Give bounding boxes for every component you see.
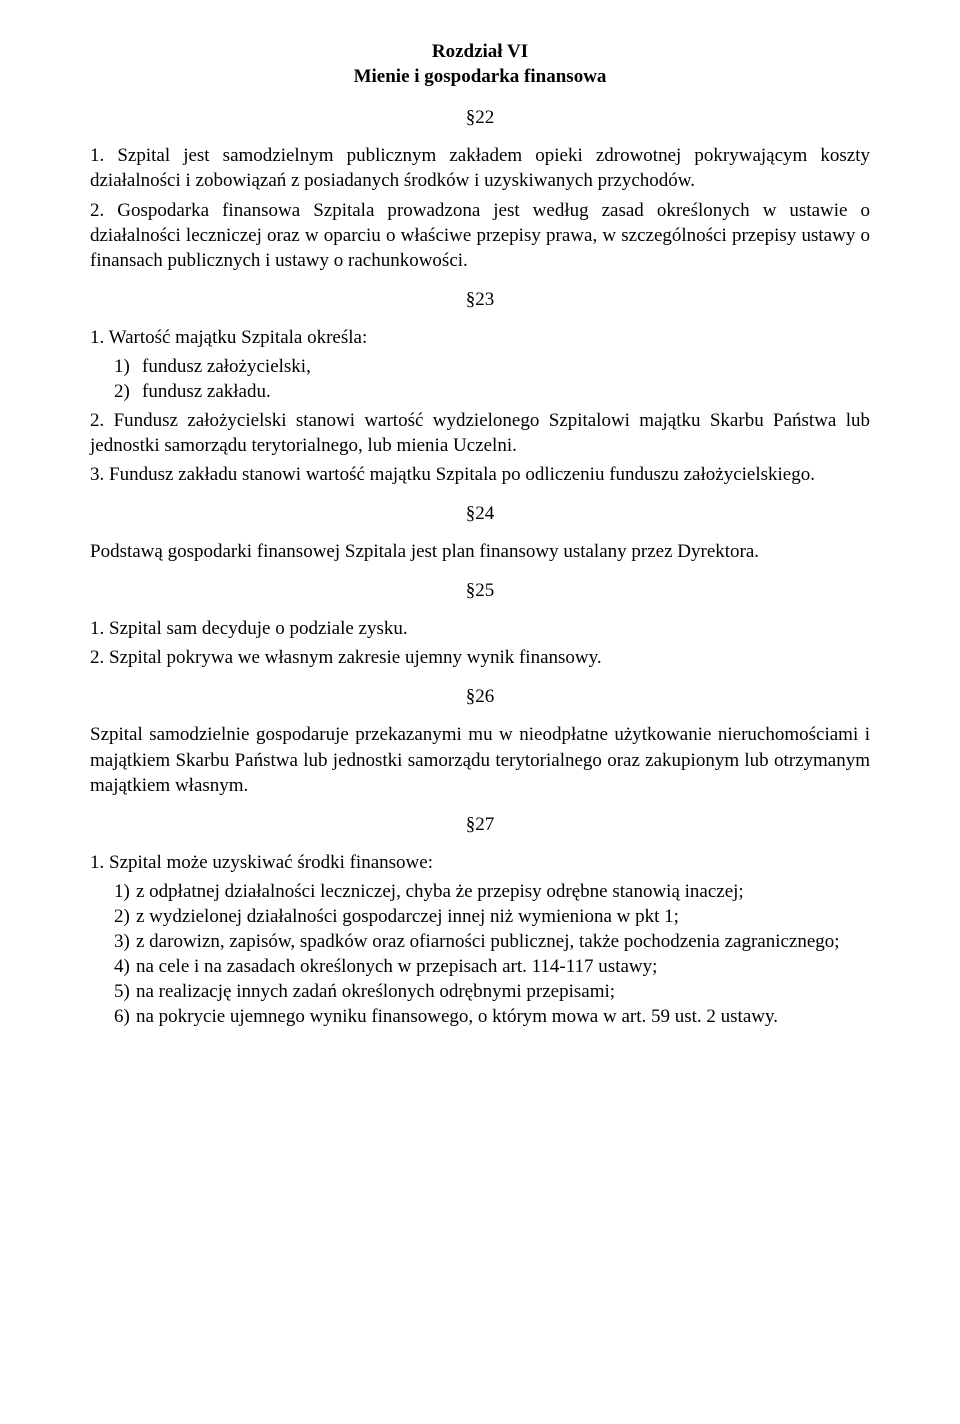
section-23-list: 1) fundusz założycielski, 2) fundusz zak…	[90, 354, 870, 404]
list-item-text: na cele i na zasadach określonych w prze…	[136, 954, 870, 979]
list-item-text: z odpłatnej działalności leczniczej, chy…	[136, 879, 870, 904]
section-23-para2: 2. Fundusz założycielski stanowi wartość…	[90, 408, 870, 458]
list-item: 1) fundusz założycielski,	[114, 354, 870, 379]
list-item: 3) z darowizn, zapisów, spadków oraz ofi…	[114, 929, 870, 954]
list-item-num: 1)	[114, 879, 136, 904]
list-item-num: 3)	[114, 929, 136, 954]
section-26-para1: Szpital samodzielnie gospodaruje przekaz…	[90, 722, 870, 797]
section-22-number: §22	[90, 107, 870, 129]
chapter-title-line1: Rozdział VI	[90, 40, 870, 65]
list-item: 1) z odpłatnej działalności leczniczej, …	[114, 879, 870, 904]
chapter-heading: Rozdział VI Mienie i gospodarka finansow…	[90, 40, 870, 89]
section-24-number: §24	[90, 503, 870, 525]
list-item-num: 2)	[114, 904, 136, 929]
section-25-para1: 1. Szpital sam decyduje o podziale zysku…	[90, 616, 870, 641]
chapter-title-line2: Mienie i gospodarka finansowa	[90, 65, 870, 90]
section-25-number: §25	[90, 580, 870, 602]
section-23-number: §23	[90, 289, 870, 311]
list-item-num: 4)	[114, 954, 136, 979]
list-item-text: z wydzielonej działalności gospodarczej …	[136, 904, 870, 929]
list-item: 4) na cele i na zasadach określonych w p…	[114, 954, 870, 979]
list-item: 6) na pokrycie ujemnego wyniku finansowe…	[114, 1004, 870, 1029]
list-item-text: na realizację innych zadań określonych o…	[136, 979, 870, 1004]
list-item-num: 2)	[114, 379, 142, 404]
section-27-list: 1) z odpłatnej działalności leczniczej, …	[90, 879, 870, 1029]
section-22-para2: 2. Gospodarka finansowa Szpitala prowadz…	[90, 198, 870, 273]
list-item-num: 1)	[114, 354, 142, 379]
list-item-text: z darowizn, zapisów, spadków oraz ofiarn…	[136, 929, 870, 954]
list-item-text: na pokrycie ujemnego wyniku finansowego,…	[136, 1004, 870, 1029]
list-item: 5) na realizację innych zadań określonyc…	[114, 979, 870, 1004]
section-26-number: §26	[90, 686, 870, 708]
list-item-num: 6)	[114, 1004, 136, 1029]
section-24-para1: Podstawą gospodarki finansowej Szpitala …	[90, 539, 870, 564]
section-27-para1: 1. Szpital może uzyskiwać środki finanso…	[90, 850, 870, 875]
list-item-text: fundusz założycielski,	[142, 354, 870, 379]
list-item: 2) z wydzielonej działalności gospodarcz…	[114, 904, 870, 929]
list-item: 2) fundusz zakładu.	[114, 379, 870, 404]
section-25-para2: 2. Szpital pokrywa we własnym zakresie u…	[90, 645, 870, 670]
list-item-text: fundusz zakładu.	[142, 379, 870, 404]
section-27-number: §27	[90, 814, 870, 836]
list-item-num: 5)	[114, 979, 136, 1004]
section-23-para1: 1. Wartość majątku Szpitala określa:	[90, 325, 870, 350]
section-22-para1: 1. Szpital jest samodzielnym publicznym …	[90, 143, 870, 193]
document-page: Rozdział VI Mienie i gospodarka finansow…	[0, 0, 960, 1424]
section-23-para3: 3. Fundusz zakładu stanowi wartość mająt…	[90, 462, 870, 487]
